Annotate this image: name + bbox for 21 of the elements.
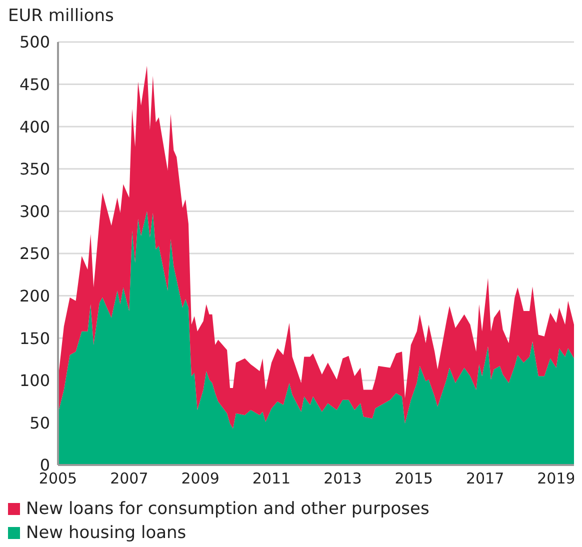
y-tick-label: 500 xyxy=(19,32,50,52)
x-tick-label: 2019 xyxy=(537,470,576,488)
x-tick-label: 2015 xyxy=(394,470,433,488)
y-tick-label: 350 xyxy=(19,160,50,179)
y-tick-label: 200 xyxy=(19,286,50,306)
y-tick-label: 450 xyxy=(19,74,50,94)
y-tick-label: 100 xyxy=(19,371,50,390)
legend-label: New loans for consumption and other purposes xyxy=(26,499,430,519)
legend-label: New housing loans xyxy=(26,523,186,543)
x-tick-label: 2013 xyxy=(324,470,362,488)
y-tick-label: 400 xyxy=(19,117,50,136)
x-tick-label: 2011 xyxy=(252,470,291,488)
y-axis-title: EUR millions xyxy=(8,6,115,28)
y-tick-label: 150 xyxy=(19,328,50,348)
x-tick-label: 2005 xyxy=(38,470,78,488)
x-tick-label: 2007 xyxy=(110,470,148,488)
y-tick-label: 300 xyxy=(19,202,50,221)
x-tick-label: 2009 xyxy=(181,470,220,488)
y-tick-label: 50 xyxy=(30,413,50,432)
y-tick-label: 250 xyxy=(19,244,50,264)
x-tick-label: 2017 xyxy=(466,470,504,488)
